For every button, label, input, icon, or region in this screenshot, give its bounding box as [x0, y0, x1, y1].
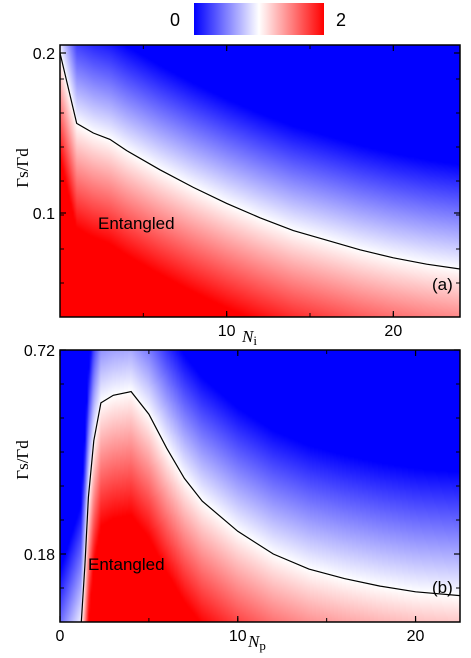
colorbar-min-label: 0: [170, 10, 180, 30]
panel-a-annotation: Entangled: [98, 214, 175, 233]
panel-a-y-tick-label: 0.2: [33, 46, 55, 63]
panel-a-heatmap: [60, 45, 460, 317]
panel-b-ylabel: Γs/Γd: [13, 440, 32, 480]
panel-b-xlabel: Np: [247, 632, 266, 653]
panel-a-x-tick-label: 20: [384, 323, 402, 340]
panel-b-y-tick-label: 0.72: [24, 343, 55, 360]
panel-b-y-tick-label: 0.18: [24, 547, 55, 564]
panel-b-x-tick-label: 20: [407, 628, 425, 645]
panel-a-y-tick-label: 0.1: [33, 206, 55, 223]
panel-b-annotation: Entangled: [88, 555, 165, 574]
colorbar: 0 2: [170, 3, 346, 35]
panel-b-heatmap-image: [60, 350, 460, 622]
panel-b-boundary-curve: [80, 390, 460, 622]
panel-a-label: (a): [432, 275, 453, 294]
panel-b-x-tick-label: 0: [56, 628, 65, 645]
panel-b-ticks: 0 10 20 0.18 0.72: [24, 343, 460, 645]
panel-b-heatmap: [60, 350, 460, 622]
panel-a-heatmap-image: [60, 45, 460, 317]
colorbar-gradient: [194, 3, 324, 35]
panel-b: 0 10 20 0.18 0.72 Entangled (b) Np Γs/Γd: [13, 343, 461, 653]
colorbar-max-label: 2: [336, 10, 346, 30]
panel-a-x-tick-label: 10: [218, 323, 236, 340]
panel-a-ticks: 10 20 0.1 0.2: [33, 45, 460, 340]
panel-a-boundary-curve: [60, 52, 460, 270]
panel-b-x-tick-label: 10: [229, 628, 247, 645]
panel-b-label: (b): [432, 578, 453, 597]
panel-a-xlabel: Ni: [241, 327, 257, 348]
panel-a: 10 20 0.1 0.2 Entangled (a) Ni Γs/Γd: [13, 44, 461, 348]
panel-a-ylabel: Γs/Γd: [13, 148, 32, 188]
